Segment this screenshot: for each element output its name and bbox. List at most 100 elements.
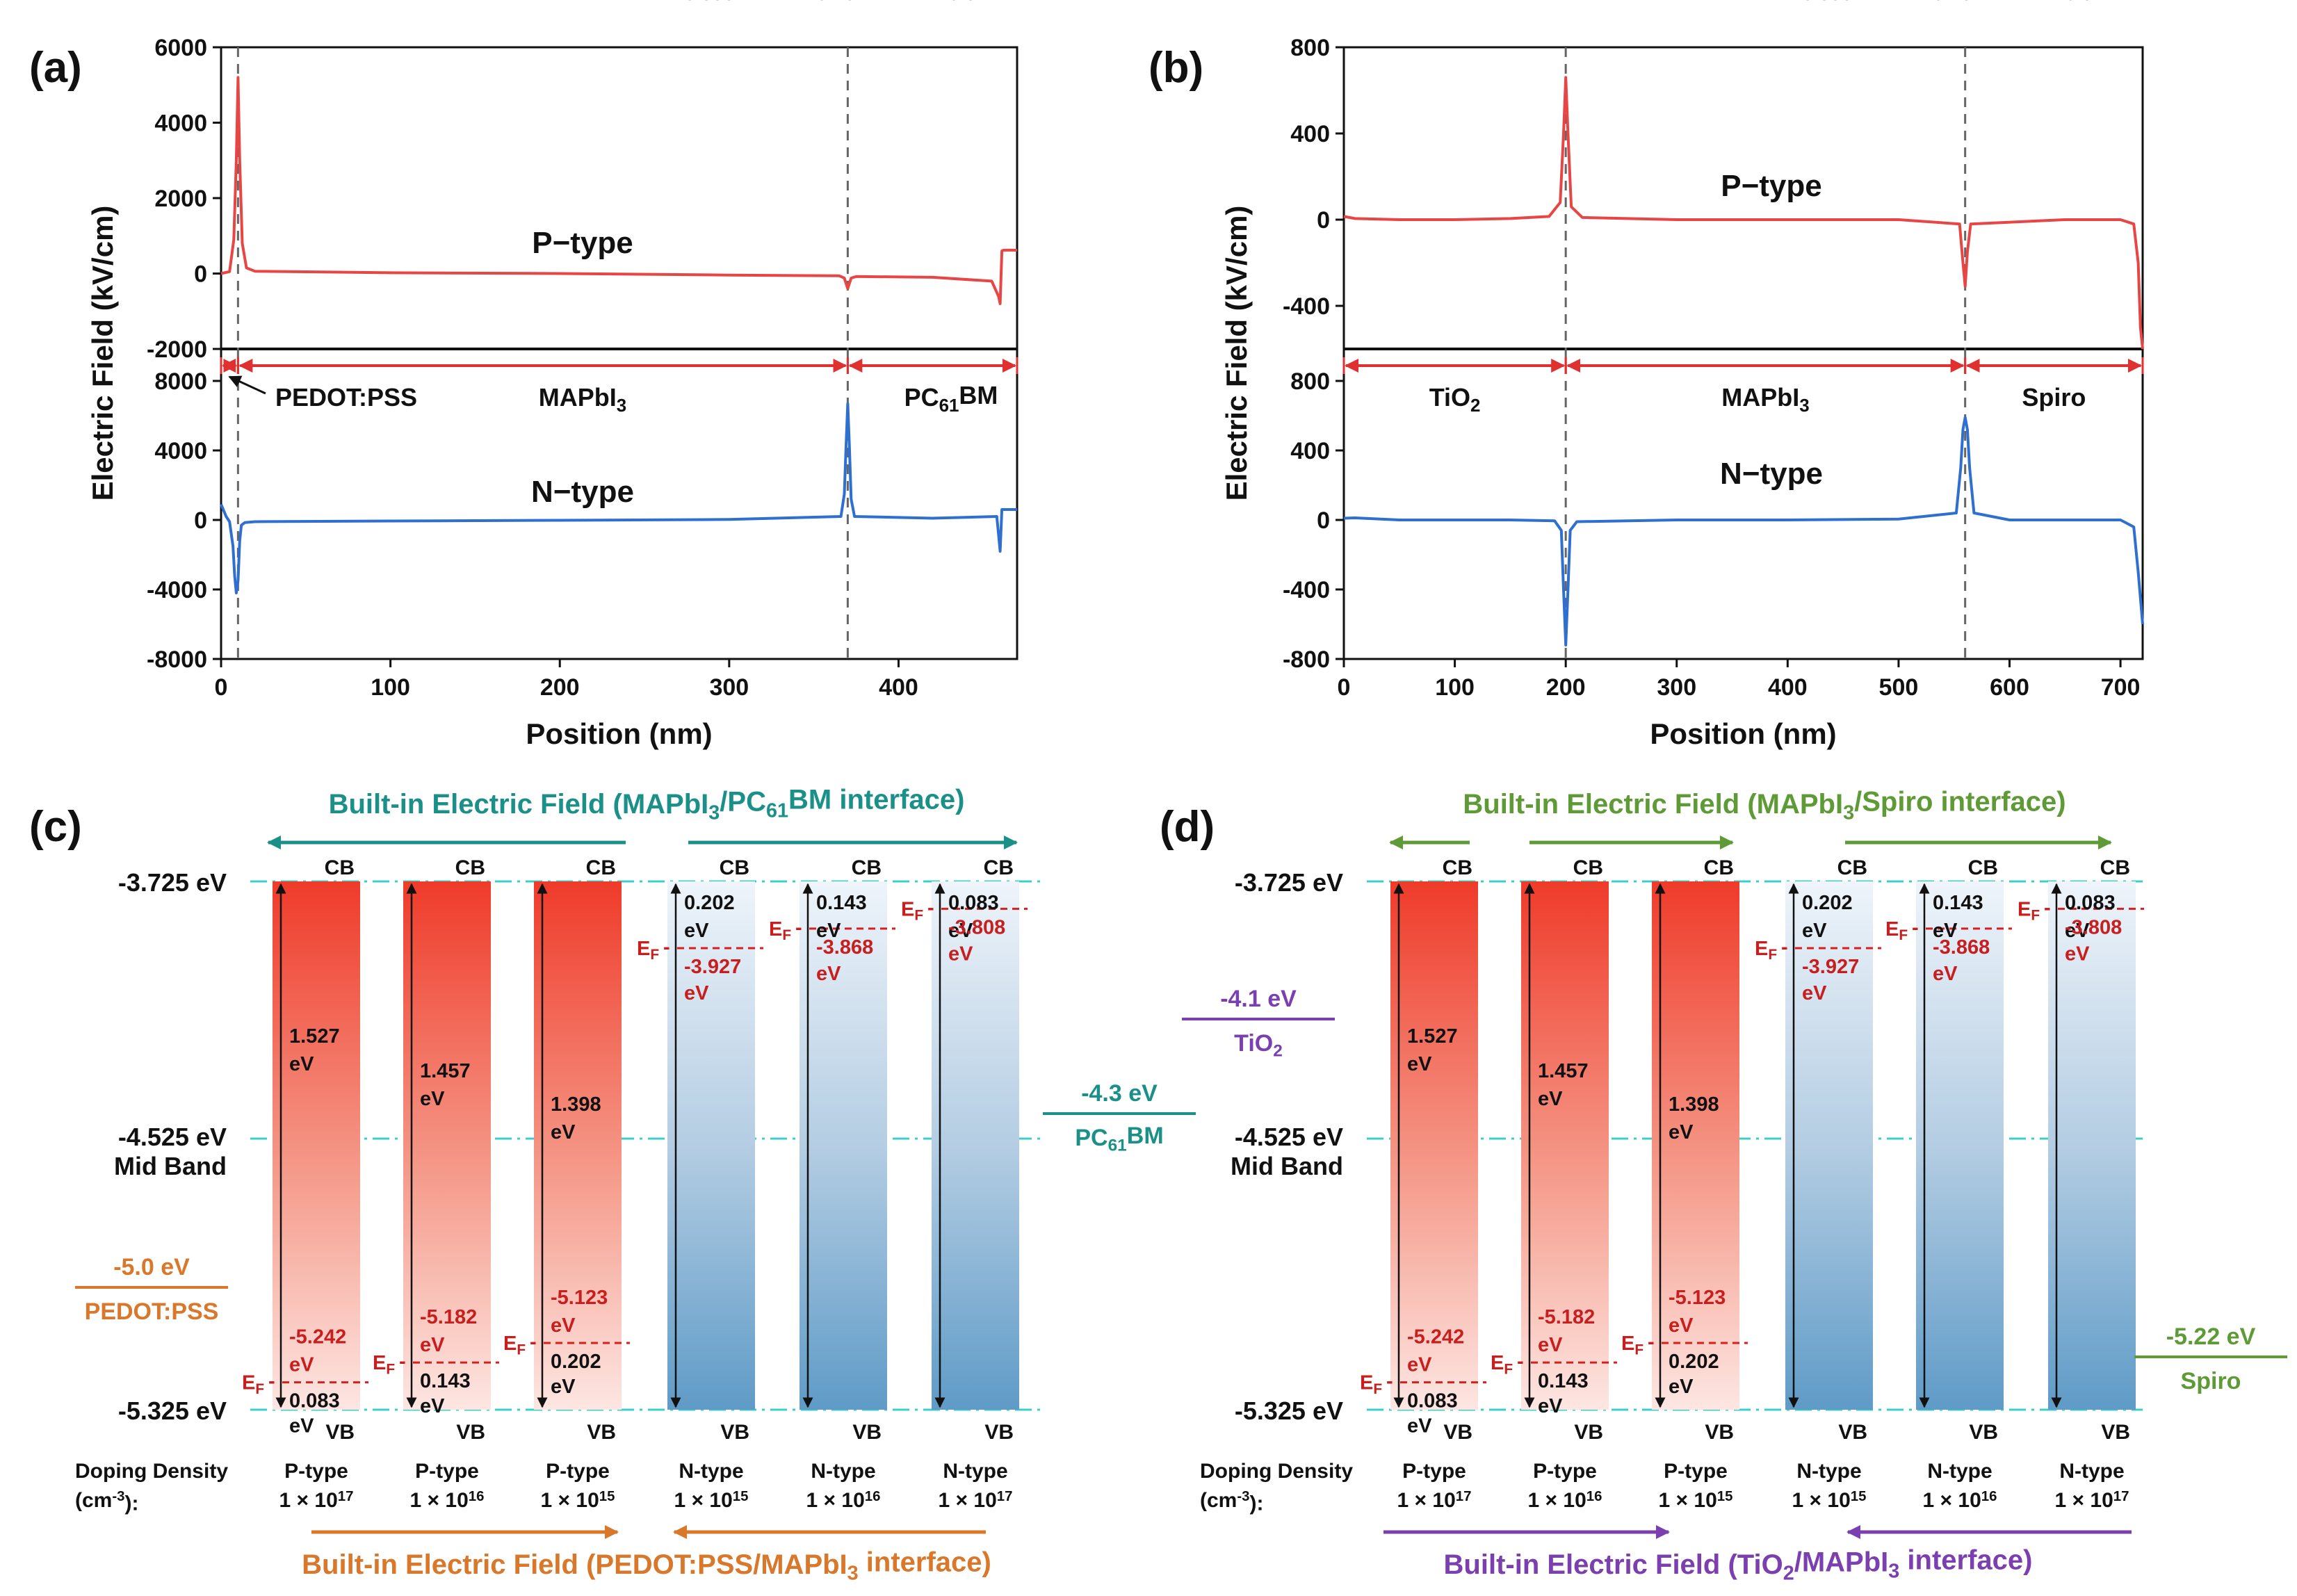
gap-major-unit: eV <box>816 0 841 5</box>
fermi-dash: - <box>1517 1351 1524 1373</box>
p-type-band <box>1521 881 1609 1410</box>
ytick-label: 8000 <box>154 368 207 395</box>
doping-type: N-type <box>679 1460 743 1483</box>
p-type-band <box>1652 881 1739 1410</box>
n-type-label: N−type <box>1720 457 1823 491</box>
cb-label: CB <box>852 856 882 879</box>
fermi-unit: eV <box>551 1314 576 1337</box>
vb-label: VB <box>325 1421 355 1444</box>
fermi-dash: - <box>1386 1371 1393 1393</box>
gap-minor-value: 0.202 <box>1669 1351 1719 1373</box>
mid-level-label: -4.525 eV <box>118 1123 227 1151</box>
gap-minor-value: 0.202 <box>684 892 735 914</box>
gap-major-value: 1.398 <box>551 1093 601 1116</box>
fermi-label: EF <box>1491 1352 1513 1377</box>
plot-frame <box>220 46 1018 660</box>
cb-label: CB <box>1704 856 1734 879</box>
xtick-label: 600 <box>1990 674 2029 701</box>
gap-minor-unit: eV <box>420 1395 445 1417</box>
panel-label: (d) <box>1160 803 1215 851</box>
fermi-value: -3.927 <box>684 956 741 978</box>
doping-density: 1 × 1015 <box>1659 1489 1733 1512</box>
layer-label: Spiro <box>2022 383 2086 412</box>
fermi-unit: eV <box>1538 1334 1563 1356</box>
gap-minor-unit: eV <box>1933 920 1958 942</box>
vb-label: VB <box>1705 1421 1734 1444</box>
vb-label: VB <box>720 1421 749 1444</box>
p-type-band <box>534 881 622 1410</box>
fermi-unit: eV <box>1933 963 1958 985</box>
gap-minor-unit: eV <box>816 920 841 942</box>
p-type-band <box>1390 881 1478 1410</box>
vb-label: VB <box>1838 1421 1867 1444</box>
cb-label: CB <box>1573 856 1603 879</box>
ytick-label: 800 <box>1290 368 1330 395</box>
doping-unit: (cm-3): <box>75 1489 138 1515</box>
doping-density: 1 × 1016 <box>806 1489 881 1512</box>
cb-label: CB <box>1443 856 1472 879</box>
gap-minor-unit: eV <box>1407 1415 1432 1438</box>
gap-minor-unit: eV <box>948 920 973 942</box>
fermi-value: -3.927 <box>1802 956 1859 978</box>
fermi-unit: eV <box>1407 1354 1432 1376</box>
fermi-label: EF <box>1755 938 1777 963</box>
gap-major-value: 1.398 <box>684 0 735 5</box>
doping-type: N-type <box>1927 1460 1992 1483</box>
gap-minor-value: 0.202 <box>1802 892 1853 914</box>
gap-major-value: 1.457 <box>420 1060 471 1082</box>
ytick-label: 2000 <box>154 186 207 212</box>
gap-major-value: 1.398 <box>1669 1093 1719 1116</box>
fermi-unit: eV <box>420 1334 445 1356</box>
fermi-label: EF <box>901 898 923 923</box>
doping-type: N-type <box>943 1460 1007 1483</box>
fermi-value: -3.808 <box>2065 916 2122 938</box>
xtick-label: 500 <box>1879 674 1919 701</box>
doping-density: 1 × 1016 <box>1923 1489 1997 1512</box>
built-in-field-top-label: Built-in Electric Field (MAPbI3/Spiro in… <box>1463 787 2065 824</box>
gap-major-unit: eV <box>1538 1088 1563 1110</box>
gap-minor-value: 0.083 <box>289 1390 340 1412</box>
fermi-label: EF <box>1360 1372 1382 1397</box>
p-type-band <box>403 881 491 1410</box>
ytick-label: 0 <box>1317 207 1330 234</box>
doping-label: Doping Density <box>1200 1460 1353 1483</box>
n-type-label: N−type <box>531 475 634 509</box>
gap-minor-unit: eV <box>289 1415 314 1438</box>
xtick-label: 400 <box>879 674 918 701</box>
doping-density: 1 × 1015 <box>1792 1489 1867 1512</box>
built-in-field-bottom-label: Built-in Electric Field (TiO2/MAPbI3 int… <box>1444 1545 2033 1584</box>
pedot-pointer-arrow <box>228 375 266 395</box>
fermi-dash: - <box>399 1351 406 1373</box>
fermi-label: EF <box>1621 1333 1643 1358</box>
fermi-unit: eV <box>816 963 841 985</box>
gap-major-value: 1.457 <box>1538 1060 1589 1082</box>
vb-level-label: -5.325 eV <box>118 1396 227 1425</box>
fermi-unit: eV <box>289 1354 314 1376</box>
gap-minor-value: 0.083 <box>1407 1390 1458 1412</box>
ytick-label: -400 <box>1283 293 1330 320</box>
ytick-label: 0 <box>194 261 207 288</box>
vb-label: VB <box>456 1421 485 1444</box>
gap-major-unit: eV <box>948 0 973 5</box>
ytick-label: 4000 <box>154 111 207 137</box>
gap-major-unit: eV <box>1407 1053 1432 1075</box>
gap-major-value: 1.527 <box>1407 1025 1458 1048</box>
fermi-dash: - <box>663 936 670 959</box>
ytick-label: 400 <box>1290 121 1330 147</box>
fermi-value: -5.123 <box>551 1287 608 1309</box>
xtick-label: 0 <box>215 674 228 701</box>
vb-label: VB <box>852 1421 882 1444</box>
gap-major-value: 1.457 <box>816 0 867 5</box>
fermi-dash: - <box>268 1371 275 1393</box>
xtick-label: 300 <box>1657 674 1696 701</box>
fermi-unit: eV <box>1669 1314 1694 1337</box>
gap-minor-value: 0.143 <box>420 1370 471 1392</box>
ytick-label: -4000 <box>147 577 207 603</box>
doping-density: 1 × 1017 <box>279 1489 354 1512</box>
layer-label: TiO2 <box>1429 383 1481 416</box>
right-level-value: -5.22 eV <box>2166 1324 2256 1350</box>
doping-type: P-type <box>1664 1460 1728 1483</box>
cb-label: CB <box>455 856 485 879</box>
layer-label: PC61BM <box>904 381 998 416</box>
